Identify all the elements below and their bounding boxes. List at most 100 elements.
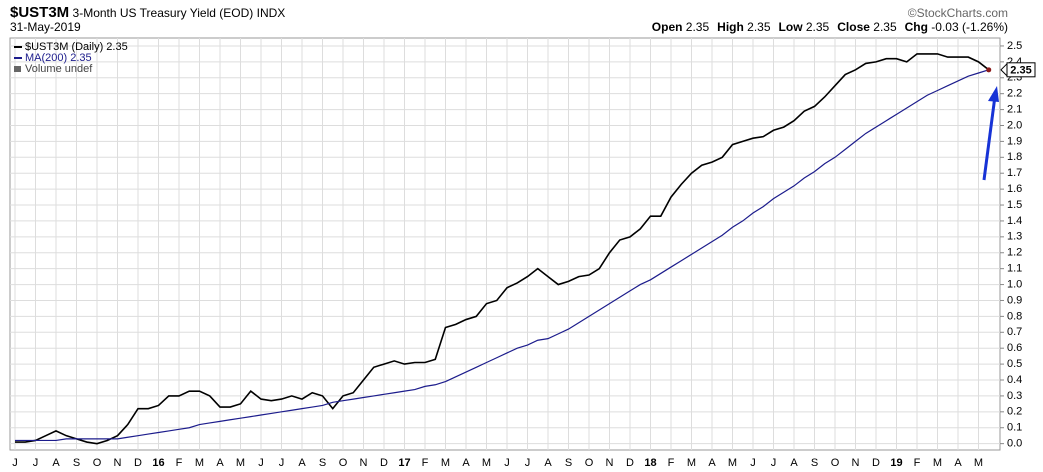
x-tick-label: D — [626, 457, 634, 469]
x-tick-label: O — [831, 457, 840, 469]
quote-label: Low — [778, 20, 803, 34]
quote-value: 2.35 — [747, 20, 771, 34]
x-tick-label: S — [565, 457, 572, 469]
x-tick-label: M — [728, 457, 737, 469]
series-line — [15, 53, 990, 445]
y-tick-label: 1.6 — [1007, 183, 1022, 195]
x-tick-label: A — [462, 457, 470, 469]
x-tick-label: M — [482, 457, 491, 469]
y-tick-label: 1.8 — [1007, 151, 1022, 163]
x-tick-label: M — [974, 457, 983, 469]
x-tick-label: M — [441, 457, 450, 469]
y-tick-label: 2.5 — [1007, 40, 1022, 52]
x-tick-label: S — [811, 457, 818, 469]
quote-value: 2.35 — [805, 20, 830, 34]
header-row: 31-May-2019 Open 2.35 High 2.35 Low 2.35 Cl… — [10, 20, 1008, 36]
y-tick-label: 0.1 — [1007, 422, 1022, 434]
x-tick-label: N — [606, 457, 614, 469]
x-tick-label: J — [33, 457, 39, 469]
y-tick-label: 1.7 — [1007, 167, 1022, 179]
x-tick-label: S — [73, 457, 80, 469]
x-tick-label: A — [298, 457, 306, 469]
x-tick-label: O — [585, 457, 594, 469]
source: ©StockCharts.com — [907, 6, 1008, 20]
x-tick-label: J — [279, 457, 285, 469]
x-tick-label: N — [114, 457, 122, 469]
legend-label: $UST3M (Daily) 2.35 — [25, 41, 128, 53]
y-tick-label: 1.9 — [1007, 135, 1022, 147]
x-tick-label: O — [93, 457, 102, 469]
x-tick-label: J — [504, 457, 510, 469]
x-tick-label: F — [176, 457, 183, 469]
x-tick-label: A — [790, 457, 798, 469]
x-tick-label: 17 — [398, 457, 410, 469]
last-point — [986, 67, 992, 73]
x-tick-label: A — [708, 457, 716, 469]
y-tick-label: 0.9 — [1007, 294, 1022, 306]
x-tick-label: 18 — [644, 457, 656, 469]
x-tick-label: D — [134, 457, 142, 469]
y-tick-label: 0.4 — [1007, 374, 1022, 386]
y-tick-label: 2.2 — [1007, 88, 1022, 100]
y-tick-label: 2.0 — [1007, 119, 1022, 131]
price-tag — [1006, 62, 1036, 78]
annotation-arrow — [982, 95, 997, 181]
y-tick-label: 0.6 — [1007, 342, 1022, 354]
y-tick-label: 1.1 — [1007, 263, 1022, 275]
quote-value: 2.35 — [685, 20, 710, 34]
y-tick-label: 0.3 — [1007, 390, 1022, 402]
exchange: INDX — [256, 6, 286, 20]
y-tick-label: 1.3 — [1007, 231, 1022, 243]
x-tick-label: D — [872, 457, 880, 469]
series-line — [15, 69, 989, 442]
x-tick-label: J — [771, 457, 777, 469]
x-tick-label: F — [914, 457, 921, 469]
y-tick-label: 0.7 — [1007, 326, 1022, 338]
legend-label: Volume undef — [25, 63, 93, 75]
legend-label: MA(200) 2.35 — [25, 52, 92, 64]
y-tick-label: 0.5 — [1007, 358, 1022, 370]
x-tick-label: D — [380, 457, 388, 469]
x-tick-label: S — [319, 457, 326, 469]
y-tick-label: 1.4 — [1007, 215, 1022, 227]
x-tick-label: O — [339, 457, 348, 469]
x-tick-label: A — [216, 457, 224, 469]
y-tick-label: 0.0 — [1007, 438, 1022, 450]
x-tick-label: J — [750, 457, 756, 469]
symbol: $UST3M — [10, 4, 70, 21]
quote-value: -0.03 (-1.26%) — [931, 20, 1008, 34]
grid: 0.0 0.1 0.2 0.3 0.4 0.5 0.6 0.7 0.8 0.9 1.0 1.1 1.2 1… — [10, 38, 1022, 469]
y-tick-label: 0.2 — [1007, 406, 1022, 418]
x-tick-label: 16 — [152, 457, 164, 469]
price-tag-label: 2.35 — [1010, 65, 1031, 77]
quote-label: Chg — [904, 20, 928, 34]
y-tick-label: 1.0 — [1007, 278, 1022, 290]
x-tick-label: N — [852, 457, 860, 469]
y-tick-label: 2.1 — [1007, 103, 1022, 115]
x-tick-label: N — [360, 457, 368, 469]
quote-label: High — [717, 20, 744, 34]
annotation-arrowhead — [988, 86, 999, 102]
x-tick-label: J — [525, 457, 531, 469]
plot-frame — [9, 37, 1001, 451]
quote-label: Open — [651, 20, 683, 34]
volume-icon — [14, 66, 21, 72]
x-tick-label: A — [544, 457, 552, 469]
quote: Open 2.35 High 2.35 Low 2.35 Close 2.35 Chg … — [644, 20, 1008, 34]
quote-label: Close — [837, 20, 870, 34]
name: 3-Month US Treasury Yield (EOD) — [72, 6, 254, 20]
x-tick-label: M — [236, 457, 245, 469]
y-tick-label: 1.2 — [1007, 247, 1022, 259]
header-row: $UST3M 3-Month US Treasury Yield (EOD) I… — [10, 4, 1008, 21]
x-tick-label: J — [12, 457, 18, 469]
x-tick-label: M — [195, 457, 204, 469]
date: 31-May-2019 — [10, 20, 81, 34]
x-tick-label: M — [933, 457, 942, 469]
y-tick-label: 0.8 — [1007, 310, 1022, 322]
x-tick-label: F — [668, 457, 675, 469]
x-tick-label: J — [258, 457, 264, 469]
quote-value: 2.35 — [873, 20, 897, 34]
